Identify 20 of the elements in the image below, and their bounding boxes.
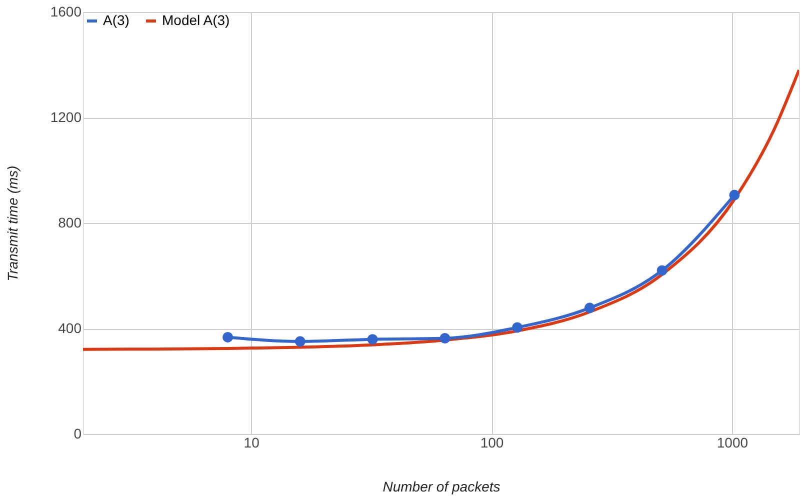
point xyxy=(222,332,234,342)
y-tick-label: 1200 xyxy=(50,109,82,125)
y-axis-title: Transmit time (ms) xyxy=(4,166,20,282)
y-tick-label: 1600 xyxy=(50,4,82,20)
legend-label: A(3) xyxy=(103,12,130,28)
x-tick-label: 100 xyxy=(480,434,504,450)
legend-label: Model A(3) xyxy=(162,12,230,28)
point xyxy=(294,336,306,347)
y-tick-label: 400 xyxy=(58,320,82,336)
x-tick-label: 10 xyxy=(244,434,260,450)
point xyxy=(367,334,378,345)
point xyxy=(729,190,740,200)
point xyxy=(512,322,523,333)
y-tick-label: 800 xyxy=(58,214,82,230)
point xyxy=(584,302,595,314)
point xyxy=(440,333,450,344)
y-tick-label: 0 xyxy=(74,426,82,442)
x-tick-label: 1000 xyxy=(716,434,748,450)
x-axis-title: Number of packets xyxy=(382,478,500,494)
point xyxy=(656,265,668,276)
